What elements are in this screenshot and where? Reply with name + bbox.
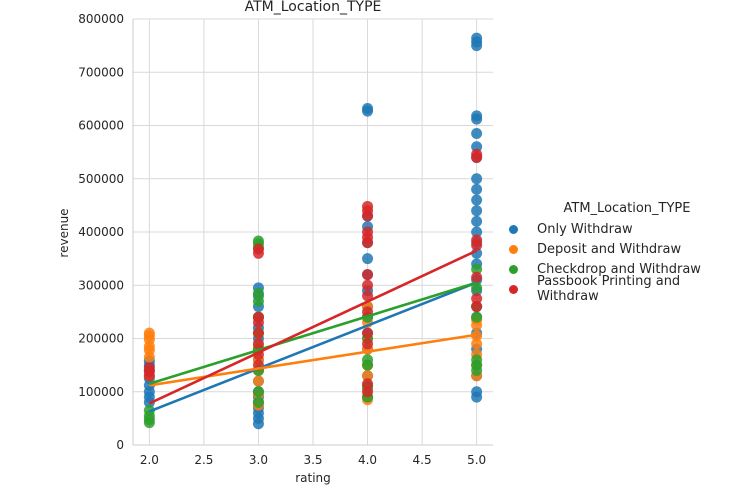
regression-lines [148,249,478,413]
data-point [471,354,483,366]
data-point [471,110,483,122]
legend-marker-icon [509,284,518,294]
legend-label: Only Withdraw [537,221,633,237]
legend-label: Deposit and Withdraw [537,241,682,257]
data-point [252,235,264,247]
y-tick-label: 500000 [78,172,124,186]
y-tick-label: 300000 [78,278,124,292]
legend-item: Checkdrop and Withdraw [505,259,745,279]
data-point [471,338,483,350]
data-point [471,293,483,305]
data-point [362,378,374,390]
data-point [471,234,483,246]
x-tick-label: 2.0 [140,453,159,467]
x-axis-ticks: 2.0 2.5 3.0 3.5 4.0 4.5 5.0 [140,453,486,467]
data-point [362,386,374,398]
chart-title: ATM_Location_TYPE [245,0,382,15]
data-point [362,370,374,382]
legend-item: Only Withdraw [505,219,745,239]
data-point [143,362,155,374]
y-tick-label: 200000 [78,332,124,346]
legend-label: Passbook Printing and Withdraw [537,274,681,304]
data-point [252,338,264,350]
data-point [252,243,264,255]
y-tick-label: 600000 [78,119,124,133]
legend-title: ATM_Location_TYPE [563,201,691,216]
legend: ATM_Location_TYPE Only Withdraw Deposit a… [505,201,745,304]
data-point [471,148,483,160]
x-tick-label: 3.5 [303,453,322,467]
x-tick-label: 4.0 [358,453,377,467]
x-tick-label: 4.5 [413,453,432,467]
data-point [471,386,483,398]
legend-item: Passbook Printing and Withdraw [505,274,745,304]
y-tick-label: 400000 [78,225,124,239]
y-tick-label: 0 [116,438,124,452]
data-point [471,32,483,44]
data-point [362,269,374,281]
data-point [471,226,483,238]
data-point [471,173,483,185]
legend-item: Deposit and Withdraw [505,239,745,259]
data-point [471,194,483,206]
data-point [362,327,374,339]
data-point [471,282,483,294]
data-point [252,287,264,299]
regression-line [148,249,478,405]
legend-marker-icon [509,244,518,254]
data-point [471,271,483,283]
data-point [252,386,264,398]
data-point [252,375,264,387]
data-point [252,327,264,339]
data-point [252,396,264,408]
data-point [471,215,483,227]
legend-label: Checkdrop and Withdraw [537,261,701,277]
y-axis-ticks: 0 100000 200000 300000 400000 500000 600000 700… [78,12,124,452]
data-point [362,200,374,212]
data-point [252,311,264,323]
data-point [471,301,483,313]
legend-marker-icon [509,224,518,234]
x-tick-label: 2.5 [194,453,213,467]
data-point [362,253,374,265]
data-point [471,205,483,217]
y-tick-label: 800000 [78,12,124,26]
data-point [252,295,264,307]
data-point [362,226,374,238]
regression-line [148,281,478,413]
x-axis-label: rating [295,471,331,485]
grid-lines [133,18,493,446]
data-point [362,290,374,302]
regression-line [148,281,478,386]
data-point [143,327,155,339]
y-tick-label: 100000 [78,385,124,399]
data-point [471,311,483,323]
x-tick-label: 3.0 [249,453,268,467]
data-point [471,263,483,275]
data-point [471,127,483,139]
y-tick-label: 700000 [78,65,124,79]
legend-items: Only Withdraw Deposit and Withdraw Checkdr… [505,219,745,304]
data-point [362,102,374,114]
data-point [362,279,374,291]
legend-marker-icon [509,264,518,274]
x-tick-label: 5.0 [467,453,486,467]
data-point [362,354,374,366]
y-axis-label: revenue [57,208,71,257]
data-point [362,338,374,350]
scatter-points [143,32,483,430]
data-point [471,183,483,195]
